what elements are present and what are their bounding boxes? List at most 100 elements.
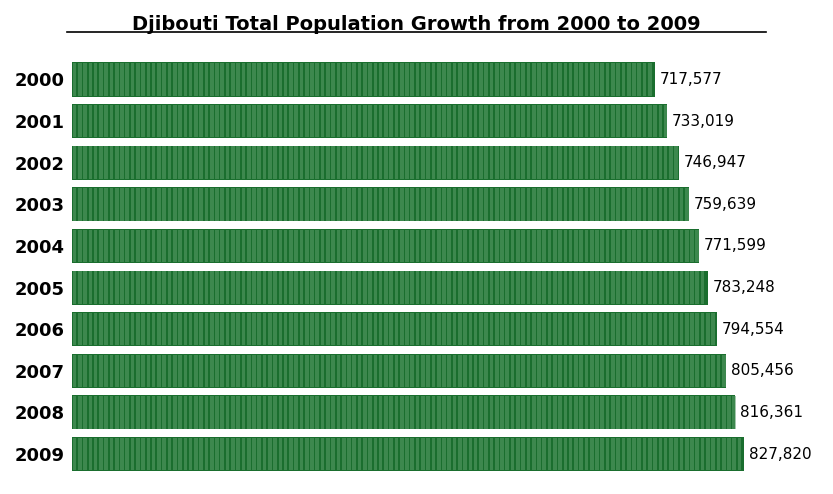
Bar: [237, 355, 240, 387]
Bar: [152, 63, 156, 96]
Bar: [479, 147, 483, 179]
Bar: [458, 230, 461, 262]
Bar: [411, 230, 414, 262]
Bar: [321, 271, 324, 304]
Bar: [400, 63, 403, 96]
Bar: [574, 313, 578, 345]
Bar: [616, 396, 620, 429]
Bar: [373, 396, 377, 429]
Bar: [384, 105, 387, 137]
Bar: [152, 271, 156, 304]
Bar: [157, 438, 161, 470]
Bar: [637, 63, 641, 96]
Bar: [611, 355, 615, 387]
Bar: [547, 313, 551, 345]
Bar: [621, 438, 626, 470]
Bar: [621, 313, 626, 345]
Bar: [579, 271, 583, 304]
Bar: [126, 396, 129, 429]
Bar: [162, 147, 166, 179]
Bar: [162, 313, 166, 345]
Bar: [352, 63, 356, 96]
Bar: [373, 230, 377, 262]
Bar: [262, 313, 267, 345]
Bar: [316, 396, 319, 429]
Bar: [585, 355, 588, 387]
Bar: [120, 355, 124, 387]
Bar: [585, 313, 588, 345]
Bar: [88, 105, 92, 137]
Bar: [606, 355, 610, 387]
Bar: [611, 313, 615, 345]
Bar: [326, 63, 330, 96]
Bar: [347, 355, 351, 387]
Bar: [294, 63, 298, 96]
Bar: [231, 313, 235, 345]
Bar: [242, 63, 245, 96]
Bar: [479, 271, 483, 304]
Bar: [120, 438, 124, 470]
Bar: [115, 105, 118, 137]
Bar: [189, 230, 192, 262]
Bar: [342, 188, 346, 220]
Bar: [368, 147, 372, 179]
Bar: [716, 355, 721, 387]
Bar: [72, 437, 744, 471]
Bar: [706, 438, 710, 470]
Bar: [278, 105, 282, 137]
Bar: [173, 147, 177, 179]
Bar: [115, 396, 118, 429]
Bar: [601, 230, 604, 262]
Bar: [167, 105, 172, 137]
Bar: [495, 147, 499, 179]
Bar: [537, 230, 541, 262]
Bar: [357, 355, 362, 387]
Bar: [205, 147, 208, 179]
Bar: [252, 147, 256, 179]
Bar: [326, 188, 330, 220]
Bar: [574, 396, 578, 429]
Bar: [431, 63, 435, 96]
Bar: [142, 147, 145, 179]
Bar: [173, 105, 177, 137]
Bar: [142, 63, 145, 96]
Bar: [242, 105, 245, 137]
Bar: [78, 355, 82, 387]
Bar: [500, 105, 504, 137]
Bar: [643, 355, 646, 387]
Bar: [590, 313, 594, 345]
Bar: [78, 105, 82, 137]
Bar: [278, 438, 282, 470]
Bar: [321, 313, 324, 345]
Bar: [347, 105, 351, 137]
Bar: [215, 355, 219, 387]
Bar: [72, 354, 726, 388]
Bar: [183, 105, 187, 137]
Bar: [110, 63, 113, 96]
Bar: [152, 147, 156, 179]
Bar: [221, 63, 224, 96]
Bar: [226, 271, 229, 304]
Bar: [162, 188, 166, 220]
Bar: [373, 313, 377, 345]
Bar: [273, 438, 277, 470]
Bar: [500, 313, 504, 345]
Bar: [426, 63, 430, 96]
Bar: [411, 147, 414, 179]
Bar: [436, 63, 441, 96]
Bar: [484, 105, 488, 137]
Bar: [178, 188, 182, 220]
Bar: [178, 147, 182, 179]
Bar: [484, 63, 488, 96]
Bar: [637, 147, 641, 179]
Bar: [231, 396, 235, 429]
Bar: [601, 63, 604, 96]
Bar: [252, 105, 256, 137]
Bar: [300, 105, 303, 137]
Bar: [436, 188, 441, 220]
Bar: [405, 438, 409, 470]
Bar: [257, 313, 261, 345]
Bar: [400, 438, 403, 470]
Bar: [521, 63, 525, 96]
Bar: [601, 188, 604, 220]
